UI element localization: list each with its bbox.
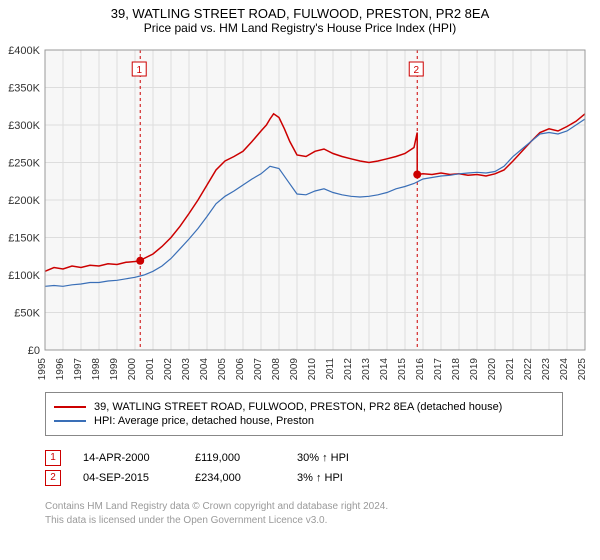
svg-text:2016: 2016 <box>415 358 426 381</box>
svg-text:2004: 2004 <box>199 358 210 381</box>
legend-label: HPI: Average price, detached house, Pres… <box>94 415 314 427</box>
legend-label: 39, WATLING STREET ROAD, FULWOOD, PRESTO… <box>94 401 502 413</box>
svg-text:2008: 2008 <box>271 358 282 381</box>
sale-badge: 2 <box>45 470 61 486</box>
sale-price: £119,000 <box>195 452 275 464</box>
svg-text:2001: 2001 <box>145 358 156 381</box>
price-chart: £0£50K£100K£150K£200K£250K£300K£350K£400… <box>45 50 585 380</box>
chart-legend: 39, WATLING STREET ROAD, FULWOOD, PRESTO… <box>45 392 563 436</box>
sale-row: 1 14-APR-2000 £119,000 30% ↑ HPI <box>45 450 349 466</box>
svg-text:1: 1 <box>136 65 142 76</box>
sale-date: 14-APR-2000 <box>83 452 173 464</box>
svg-text:2019: 2019 <box>469 358 480 381</box>
svg-text:1999: 1999 <box>109 358 120 381</box>
svg-text:1995: 1995 <box>37 358 48 381</box>
svg-text:2023: 2023 <box>541 358 552 381</box>
svg-text:2000: 2000 <box>127 358 138 381</box>
sale-points-table: 1 14-APR-2000 £119,000 30% ↑ HPI 2 04-SE… <box>45 446 349 490</box>
svg-text:2017: 2017 <box>433 358 444 381</box>
svg-text:2010: 2010 <box>307 358 318 381</box>
sale-badge: 1 <box>45 450 61 466</box>
page-subtitle: Price paid vs. HM Land Registry's House … <box>0 21 600 39</box>
svg-text:2003: 2003 <box>181 358 192 381</box>
sale-row: 2 04-SEP-2015 £234,000 3% ↑ HPI <box>45 470 349 486</box>
svg-text:2007: 2007 <box>253 358 264 381</box>
svg-text:£50K: £50K <box>14 308 40 320</box>
svg-text:2014: 2014 <box>379 358 390 381</box>
sale-price: £234,000 <box>195 472 275 484</box>
svg-text:£350K: £350K <box>8 83 40 95</box>
footer-line: This data is licensed under the Open Gov… <box>45 514 388 528</box>
svg-text:2018: 2018 <box>451 358 462 381</box>
legend-row: 39, WATLING STREET ROAD, FULWOOD, PRESTO… <box>54 401 554 413</box>
svg-text:2: 2 <box>413 65 419 76</box>
svg-text:£100K: £100K <box>8 270 40 282</box>
svg-text:2021: 2021 <box>505 358 516 381</box>
svg-text:£150K: £150K <box>8 233 40 245</box>
svg-text:1997: 1997 <box>73 358 84 381</box>
page-title: 39, WATLING STREET ROAD, FULWOOD, PRESTO… <box>0 0 600 21</box>
svg-text:2024: 2024 <box>559 358 570 381</box>
svg-text:2013: 2013 <box>361 358 372 381</box>
footer-line: Contains HM Land Registry data © Crown c… <box>45 500 388 514</box>
svg-text:2011: 2011 <box>325 358 336 380</box>
svg-text:£0: £0 <box>28 345 40 357</box>
svg-text:2005: 2005 <box>217 358 228 381</box>
sale-date: 04-SEP-2015 <box>83 472 173 484</box>
svg-text:£300K: £300K <box>8 120 40 132</box>
svg-text:1998: 1998 <box>91 358 102 381</box>
legend-swatch <box>54 406 86 408</box>
svg-text:1996: 1996 <box>55 358 66 381</box>
svg-text:£200K: £200K <box>8 195 40 207</box>
svg-text:2002: 2002 <box>163 358 174 381</box>
svg-text:2009: 2009 <box>289 358 300 381</box>
svg-text:2006: 2006 <box>235 358 246 381</box>
legend-row: HPI: Average price, detached house, Pres… <box>54 415 554 427</box>
legend-swatch <box>54 420 86 422</box>
svg-text:2020: 2020 <box>487 358 498 381</box>
footer-attribution: Contains HM Land Registry data © Crown c… <box>45 500 388 527</box>
sale-pct: 3% ↑ HPI <box>297 472 343 484</box>
svg-text:2022: 2022 <box>523 358 534 381</box>
container: 39, WATLING STREET ROAD, FULWOOD, PRESTO… <box>0 0 600 560</box>
svg-text:£400K: £400K <box>8 45 40 57</box>
svg-text:2015: 2015 <box>397 358 408 381</box>
svg-text:2012: 2012 <box>343 358 354 381</box>
svg-text:2025: 2025 <box>577 358 588 381</box>
sale-pct: 30% ↑ HPI <box>297 452 349 464</box>
svg-text:£250K: £250K <box>8 158 40 170</box>
